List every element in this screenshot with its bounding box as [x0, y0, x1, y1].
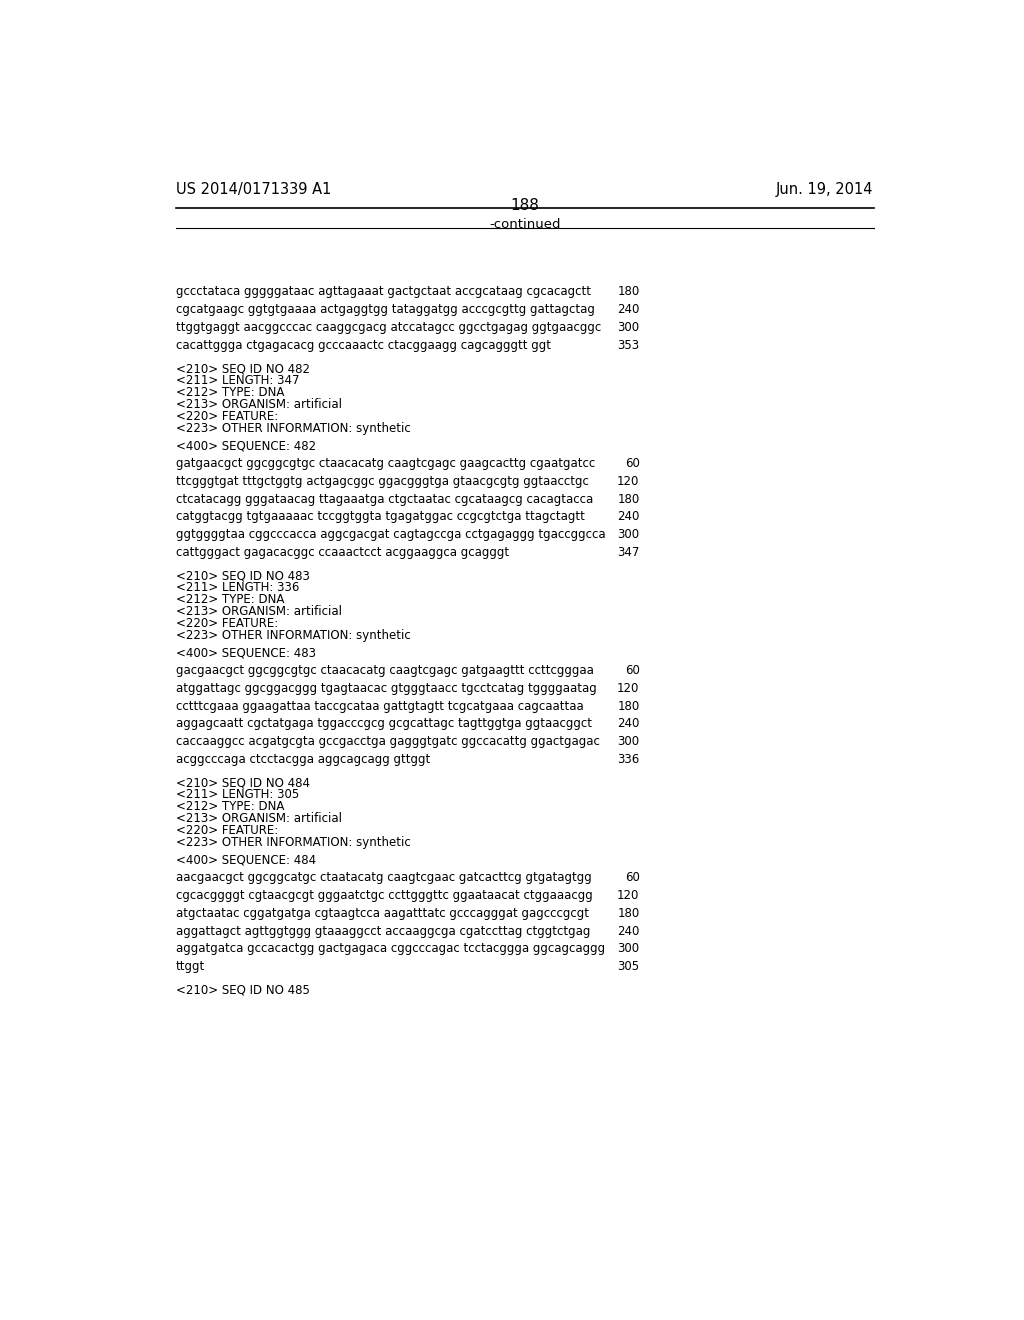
Text: gccctataca gggggataac agttagaaat gactgctaat accgcataag cgcacagctt: gccctataca gggggataac agttagaaat gactgct… — [176, 285, 591, 298]
Text: 240: 240 — [617, 718, 640, 730]
Text: ttggtgaggt aacggcccac caaggcgacg atccatagcc ggcctgagag ggtgaacggc: ttggtgaggt aacggcccac caaggcgacg atccata… — [176, 321, 601, 334]
Text: <210> SEQ ID NO 485: <210> SEQ ID NO 485 — [176, 983, 310, 997]
Text: gacgaacgct ggcggcgtgc ctaacacatg caagtcgagc gatgaagttt ccttcgggaa: gacgaacgct ggcggcgtgc ctaacacatg caagtcg… — [176, 664, 594, 677]
Text: 60: 60 — [625, 871, 640, 884]
Text: 353: 353 — [617, 339, 640, 351]
Text: <220> FEATURE:: <220> FEATURE: — [176, 824, 279, 837]
Text: <220> FEATURE:: <220> FEATURE: — [176, 616, 279, 630]
Text: <220> FEATURE:: <220> FEATURE: — [176, 409, 279, 422]
Text: 300: 300 — [617, 321, 640, 334]
Text: <210> SEQ ID NO 483: <210> SEQ ID NO 483 — [176, 569, 310, 582]
Text: <400> SEQUENCE: 484: <400> SEQUENCE: 484 — [176, 854, 316, 867]
Text: <211> LENGTH: 347: <211> LENGTH: 347 — [176, 374, 300, 387]
Text: <211> LENGTH: 305: <211> LENGTH: 305 — [176, 788, 299, 801]
Text: 180: 180 — [617, 492, 640, 506]
Text: 300: 300 — [617, 735, 640, 748]
Text: <212> TYPE: DNA: <212> TYPE: DNA — [176, 385, 285, 399]
Text: <400> SEQUENCE: 483: <400> SEQUENCE: 483 — [176, 647, 316, 660]
Text: <213> ORGANISM: artificial: <213> ORGANISM: artificial — [176, 605, 342, 618]
Text: atggattagc ggcggacggg tgagtaacac gtgggtaacc tgcctcatag tggggaatag: atggattagc ggcggacggg tgagtaacac gtgggta… — [176, 682, 597, 696]
Text: 300: 300 — [617, 942, 640, 956]
Text: aggattagct agttggtggg gtaaaggcct accaaggcga cgatccttag ctggtctgag: aggattagct agttggtggg gtaaaggcct accaagg… — [176, 924, 591, 937]
Text: <223> OTHER INFORMATION: synthetic: <223> OTHER INFORMATION: synthetic — [176, 422, 411, 434]
Text: 300: 300 — [617, 528, 640, 541]
Text: ttcgggtgat tttgctggtg actgagcggc ggacgggtga gtaacgcgtg ggtaacctgc: ttcgggtgat tttgctggtg actgagcggc ggacggg… — [176, 475, 589, 488]
Text: 120: 120 — [617, 475, 640, 488]
Text: Jun. 19, 2014: Jun. 19, 2014 — [776, 182, 873, 197]
Text: 180: 180 — [617, 907, 640, 920]
Text: 347: 347 — [617, 545, 640, 558]
Text: acggcccaga ctcctacgga aggcagcagg gttggt: acggcccaga ctcctacgga aggcagcagg gttggt — [176, 752, 430, 766]
Text: ttggt: ttggt — [176, 960, 205, 973]
Text: 336: 336 — [617, 752, 640, 766]
Text: US 2014/0171339 A1: US 2014/0171339 A1 — [176, 182, 332, 197]
Text: 188: 188 — [510, 198, 540, 214]
Text: 240: 240 — [617, 511, 640, 523]
Text: <212> TYPE: DNA: <212> TYPE: DNA — [176, 593, 285, 606]
Text: <213> ORGANISM: artificial: <213> ORGANISM: artificial — [176, 397, 342, 411]
Text: 180: 180 — [617, 285, 640, 298]
Text: <210> SEQ ID NO 482: <210> SEQ ID NO 482 — [176, 362, 310, 375]
Text: <210> SEQ ID NO 484: <210> SEQ ID NO 484 — [176, 776, 310, 789]
Text: gatgaacgct ggcggcgtgc ctaacacatg caagtcgagc gaagcacttg cgaatgatcc: gatgaacgct ggcggcgtgc ctaacacatg caagtcg… — [176, 457, 595, 470]
Text: 305: 305 — [617, 960, 640, 973]
Text: caccaaggcc acgatgcgta gccgacctga gagggtgatc ggccacattg ggactgagac: caccaaggcc acgatgcgta gccgacctga gagggtg… — [176, 735, 600, 748]
Text: aggatgatca gccacactgg gactgagaca cggcccagac tcctacggga ggcagcaggg: aggatgatca gccacactgg gactgagaca cggccca… — [176, 942, 605, 956]
Text: ctcatacagg gggataacag ttagaaatga ctgctaatac cgcataagcg cacagtacca: ctcatacagg gggataacag ttagaaatga ctgctaa… — [176, 492, 593, 506]
Text: 120: 120 — [617, 890, 640, 902]
Text: aacgaacgct ggcggcatgc ctaatacatg caagtcgaac gatcacttcg gtgatagtgg: aacgaacgct ggcggcatgc ctaatacatg caagtcg… — [176, 871, 592, 884]
Text: <211> LENGTH: 336: <211> LENGTH: 336 — [176, 581, 299, 594]
Text: 240: 240 — [617, 924, 640, 937]
Text: cctttcgaaa ggaagattaa taccgcataa gattgtagtt tcgcatgaaa cagcaattaa: cctttcgaaa ggaagattaa taccgcataa gattgta… — [176, 700, 584, 713]
Text: -continued: -continued — [489, 218, 560, 231]
Text: cgcatgaagc ggtgtgaaaa actgaggtgg tataggatgg acccgcgttg gattagctag: cgcatgaagc ggtgtgaaaa actgaggtgg tatagga… — [176, 304, 595, 317]
Text: <212> TYPE: DNA: <212> TYPE: DNA — [176, 800, 285, 813]
Text: atgctaatac cggatgatga cgtaagtcca aagatttatc gcccagggat gagcccgcgt: atgctaatac cggatgatga cgtaagtcca aagattt… — [176, 907, 589, 920]
Text: aggagcaatt cgctatgaga tggacccgcg gcgcattagc tagttggtga ggtaacggct: aggagcaatt cgctatgaga tggacccgcg gcgcatt… — [176, 718, 592, 730]
Text: ggtggggtaa cggcccacca aggcgacgat cagtagccga cctgagaggg tgaccggcca: ggtggggtaa cggcccacca aggcgacgat cagtagc… — [176, 528, 605, 541]
Text: cgcacggggt cgtaacgcgt gggaatctgc ccttgggttc ggaataacat ctggaaacgg: cgcacggggt cgtaacgcgt gggaatctgc ccttggg… — [176, 890, 593, 902]
Text: catggtacgg tgtgaaaaac tccggtggta tgagatggac ccgcgtctga ttagctagtt: catggtacgg tgtgaaaaac tccggtggta tgagatg… — [176, 511, 585, 523]
Text: 60: 60 — [625, 664, 640, 677]
Text: 60: 60 — [625, 457, 640, 470]
Text: <223> OTHER INFORMATION: synthetic: <223> OTHER INFORMATION: synthetic — [176, 628, 411, 642]
Text: 120: 120 — [617, 682, 640, 696]
Text: cattgggact gagacacggc ccaaactcct acggaaggca gcagggt: cattgggact gagacacggc ccaaactcct acggaag… — [176, 545, 509, 558]
Text: <400> SEQUENCE: 482: <400> SEQUENCE: 482 — [176, 440, 316, 453]
Text: <223> OTHER INFORMATION: synthetic: <223> OTHER INFORMATION: synthetic — [176, 836, 411, 849]
Text: <213> ORGANISM: artificial: <213> ORGANISM: artificial — [176, 812, 342, 825]
Text: cacattggga ctgagacacg gcccaaactc ctacggaagg cagcagggtt ggt: cacattggga ctgagacacg gcccaaactc ctacgga… — [176, 339, 551, 351]
Text: 240: 240 — [617, 304, 640, 317]
Text: 180: 180 — [617, 700, 640, 713]
